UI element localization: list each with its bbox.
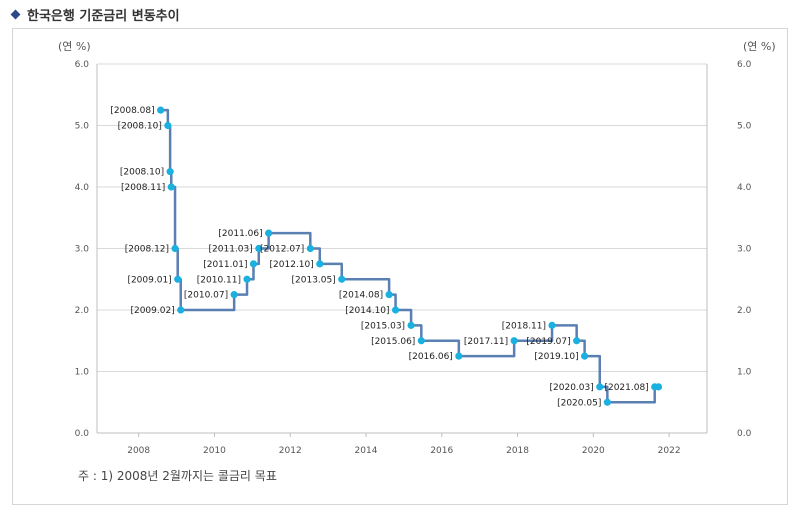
- x-tick-label: 2016: [430, 446, 453, 456]
- footnote: 주 : 1) 2008년 2월까지는 콜금리 목표: [78, 469, 277, 483]
- x-tick-label: 2014: [355, 446, 378, 456]
- data-point: [385, 291, 393, 299]
- y-axis-unit-left: (연 %): [58, 40, 91, 53]
- data-label: [2012.10]: [270, 260, 314, 270]
- y-axis-unit-right: (연 %): [743, 40, 776, 53]
- x-tick-label: 2018: [506, 446, 529, 456]
- y-tick-label-right: 6.0: [737, 60, 752, 70]
- chart-header: 한국은행 기준금리 변동추이: [10, 4, 180, 24]
- x-tick-label: 2022: [658, 446, 681, 456]
- y-tick-label-left: 5.0: [75, 122, 90, 132]
- point-layer: [157, 106, 663, 406]
- y-tick-label-left: 3.0: [75, 245, 90, 255]
- data-label: [2009.02]: [130, 306, 174, 316]
- chart-panel: [12, 28, 788, 505]
- y-tick-label-right: 2.0: [737, 306, 752, 316]
- data-label: [2008.08]: [110, 106, 154, 116]
- x-tick-label: 2008: [127, 446, 150, 456]
- data-point: [573, 337, 581, 345]
- data-point: [164, 121, 172, 130]
- data-point: [167, 183, 175, 191]
- data-label: [2020.03]: [550, 383, 594, 393]
- data-point: [455, 352, 463, 360]
- data-point: [417, 337, 425, 345]
- data-label: [2011.01]: [203, 260, 247, 270]
- data-point: [391, 306, 400, 314]
- data-label: [2014.10]: [345, 306, 389, 316]
- data-label: [2017.11]: [464, 337, 508, 347]
- x-tick-label: 2010: [203, 446, 226, 456]
- data-point: [174, 275, 182, 283]
- y-tick-label-right: 1.0: [737, 368, 752, 378]
- data-point: [603, 398, 611, 406]
- data-point: [654, 383, 663, 391]
- data-label: [2010.07]: [184, 291, 228, 301]
- data-label: [2019.07]: [526, 337, 570, 347]
- grid-layer: [97, 63, 707, 434]
- data-point: [581, 352, 589, 360]
- data-point: [510, 337, 518, 345]
- data-point: [338, 275, 346, 283]
- data-label: [2015.06]: [371, 337, 415, 347]
- data-label: [2008.12]: [125, 245, 169, 255]
- data-label: [2008.10]: [120, 168, 164, 178]
- y-tick-label-right: 5.0: [737, 122, 752, 132]
- chart-title: 한국은행 기준금리 변동추이: [27, 8, 180, 24]
- data-label: [2021.08]: [604, 383, 648, 393]
- data-label: [2016.06]: [409, 352, 453, 362]
- y-tick-label-left: 1.0: [75, 368, 90, 378]
- data-point: [407, 321, 415, 329]
- data-point: [548, 321, 556, 329]
- data-label: [2015.03]: [361, 321, 405, 331]
- data-point: [596, 383, 604, 391]
- data-label: [2008.10]: [118, 122, 162, 132]
- data-label: [2012.07]: [260, 245, 304, 255]
- data-label: [2018.11]: [502, 321, 546, 331]
- data-label: [2011.06]: [218, 229, 262, 239]
- data-point: [306, 244, 314, 253]
- axis-layer: 0.0 0.0 1.0 1.0 2.0 2.0 3.0 3.0 4.0 4.0 5.0 5.0 6.0 6…: [75, 60, 752, 456]
- y-tick-label-left: 4.0: [75, 183, 90, 193]
- data-label: [2011.03]: [209, 245, 253, 255]
- data-point: [230, 291, 238, 299]
- data-label: [2010.11]: [197, 275, 241, 285]
- y-tick-label-left: 0.0: [75, 429, 90, 439]
- data-label: [2020.05]: [557, 398, 601, 408]
- data-point: [243, 275, 251, 283]
- data-point: [249, 260, 258, 268]
- y-tick-label-left: 6.0: [75, 60, 90, 70]
- y-tick-label-left: 2.0: [75, 306, 90, 316]
- data-point: [157, 106, 165, 114]
- y-tick-label-right: 0.0: [737, 429, 752, 439]
- data-label: [2014.08]: [339, 291, 383, 301]
- data-point: [166, 168, 174, 176]
- label-layer: [2008.08] [2008.10] [2008.10] [2008.11] [200…: [110, 106, 648, 408]
- data-label: [2019.10]: [534, 352, 578, 362]
- x-tick-label: 2012: [279, 446, 302, 456]
- data-label: [2009.01]: [127, 275, 171, 285]
- data-point: [316, 260, 324, 268]
- data-point: [255, 244, 263, 253]
- data-point: [171, 244, 179, 253]
- data-point: [265, 229, 273, 237]
- data-label: [2008.11]: [121, 183, 165, 193]
- data-label: [2013.05]: [292, 275, 336, 285]
- y-tick-label-right: 3.0: [737, 245, 752, 255]
- y-tick-label-right: 4.0: [737, 183, 752, 193]
- data-point: [177, 306, 185, 314]
- x-tick-label: 2020: [582, 446, 605, 456]
